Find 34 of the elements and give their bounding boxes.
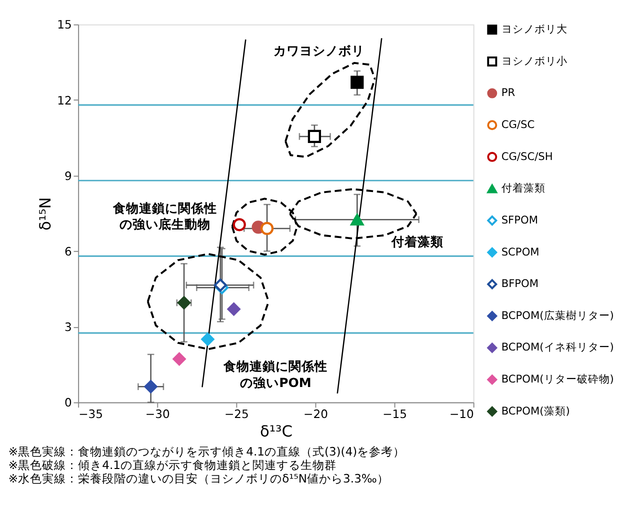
annotation: 食物連鎖に関係性の強い底生動物 bbox=[112, 200, 217, 232]
annotation: 食物連鎖に関係性の強いPOM bbox=[222, 358, 328, 390]
x-tick-label: −10 bbox=[449, 407, 474, 422]
legend-label: BFPOM bbox=[501, 278, 539, 290]
y-tick-label: 15 bbox=[57, 18, 72, 32]
y-tick-label: 0 bbox=[64, 396, 72, 410]
legend-label: SCPOM bbox=[501, 246, 540, 258]
y-tick-label: 3 bbox=[64, 320, 72, 334]
legend-label: ヨシノボリ小 bbox=[501, 54, 568, 68]
legend-label: BCPOM(イネ科リター) bbox=[501, 342, 614, 354]
x-axis-title: δ¹³C bbox=[260, 422, 292, 441]
x-tick-label: −25 bbox=[224, 407, 249, 422]
legend-label: ヨシノボリ大 bbox=[501, 22, 568, 36]
legend-label: CG/SC/SH bbox=[501, 150, 553, 163]
annotation: カワヨシノボリ bbox=[274, 43, 365, 58]
legend-label: CG/SC bbox=[501, 119, 535, 132]
legend-label: BCPOM(藻類) bbox=[501, 404, 570, 418]
annotation: 付着藻類 bbox=[390, 234, 444, 250]
legend-label: BCPOM(リター破砕物) bbox=[501, 372, 614, 386]
x-tick-label: −20 bbox=[304, 407, 328, 422]
x-tick-label: −35 bbox=[78, 407, 103, 422]
text: ※黒色実線：食物連鎖のつながりを示す傾き4.1の直線（式(3)(4)を参考） bbox=[8, 444, 406, 458]
y-tick-label: 6 bbox=[64, 244, 72, 258]
text: ※水色実線：栄養段階の違いの目安（ヨシノボリのδ¹⁵N値から3.3‰） bbox=[8, 471, 389, 486]
text: ※黒色破線：傾き4.1の直線が示す食物連鎖と関連する生物群 bbox=[8, 458, 336, 472]
legend-label: SFPOM bbox=[501, 214, 538, 226]
y-tick-label: 12 bbox=[57, 93, 72, 108]
x-tick-label: −15 bbox=[382, 407, 407, 422]
y-tick-label: 9 bbox=[64, 168, 72, 183]
x-tick-label: −30 bbox=[145, 407, 170, 422]
legend-label: BCPOM(広葉樹リター) bbox=[501, 308, 614, 322]
legend-label: 付着藻類 bbox=[501, 182, 546, 195]
y-axis-title: δ¹⁵N bbox=[36, 197, 54, 230]
legend-label: PR bbox=[501, 87, 516, 100]
